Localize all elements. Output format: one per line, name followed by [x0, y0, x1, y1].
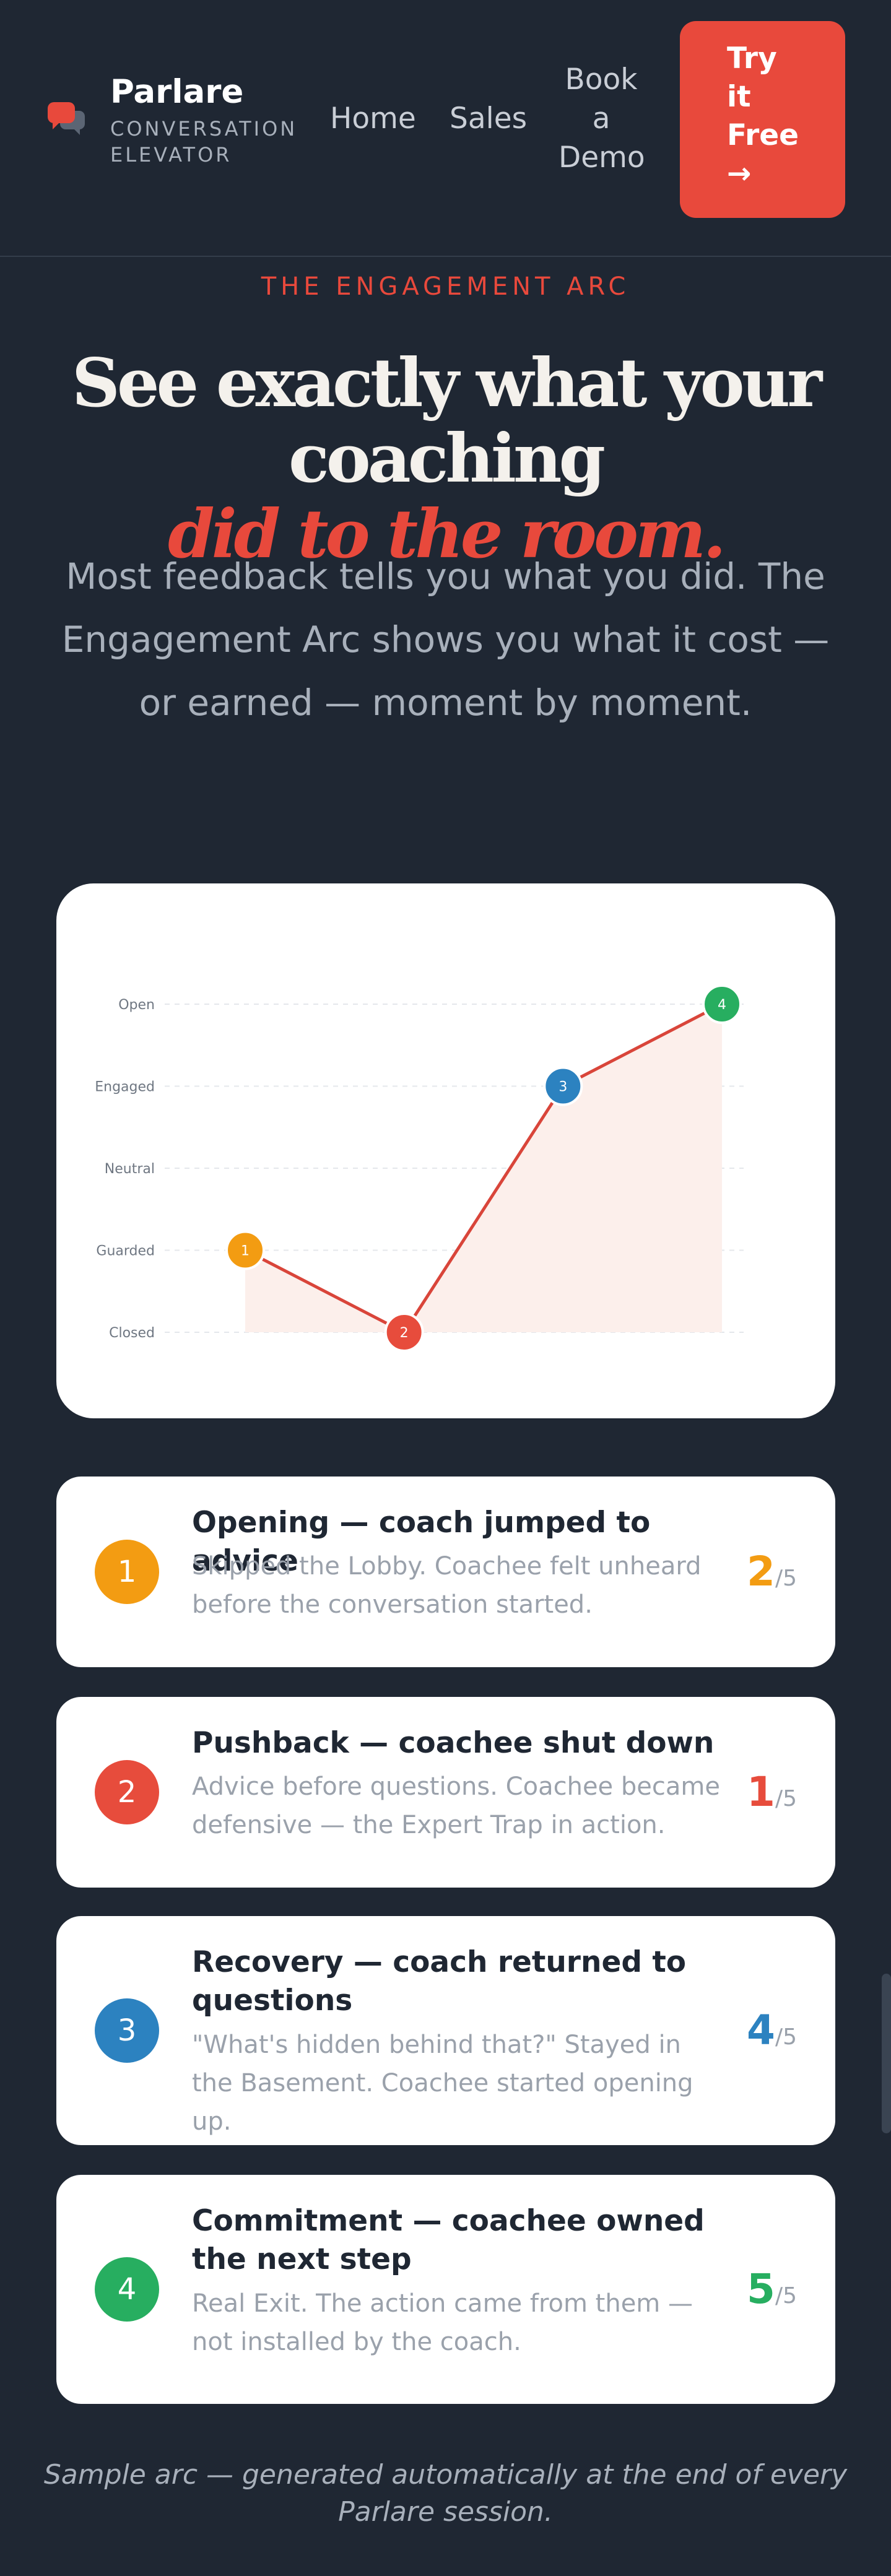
y-axis-tick-label: Open [118, 997, 155, 1013]
moment-title: Commitment — coachee owned the next step [192, 2204, 705, 2276]
score-max: /5 [775, 1566, 797, 1591]
arc-point-label: 4 [718, 997, 726, 1013]
score-value: 5 [747, 2265, 775, 2313]
arc-point-1 [225, 1230, 265, 1270]
moment-card-4: 4 Commitment — coachee owned the next st… [56, 2175, 835, 2404]
engagement-arc-svg: Closed Guarded Neutral Engaged Open 1 2 3 4 [95, 984, 744, 1352]
moment-card-1: 1 Opening — coach jumped to advice Skipp… [56, 1477, 835, 1667]
page-headline: See exactly what your coaching did to th… [0, 345, 891, 572]
moment-number-badge: 2 [95, 1760, 159, 1824]
score-max: /5 [775, 1786, 797, 1811]
site-header: Parlare CONVERSATION ELEVATOR Home Sales… [0, 0, 891, 257]
brand-logo[interactable]: Parlare CONVERSATION ELEVATOR [46, 72, 297, 168]
arc-point-label: 2 [400, 1325, 409, 1341]
y-axis-tick-label: Neutral [105, 1161, 155, 1177]
moment-score: 4/5 [698, 2006, 797, 2066]
moment-title: Recovery — coach returned to questions [192, 1945, 687, 2018]
score-max: /5 [775, 2283, 797, 2309]
moment-score: 5/5 [698, 2265, 797, 2325]
arc-line [244, 1002, 723, 1334]
moment-description: Real Exit. The action came from them — n… [192, 2289, 693, 2356]
moment-description: Advice before questions. Coachee became … [192, 1772, 720, 1839]
arc-area [245, 1004, 722, 1332]
headline-main: See exactly what your coaching [71, 344, 822, 498]
score-value: 1 [747, 1768, 775, 1816]
moment-description: "What's hidden behind that?" Stayed in t… [192, 2031, 693, 2136]
moment-card-3: 3 Recovery — coach returned to questions… [56, 1916, 835, 2145]
engagement-arc-chart: Closed Guarded Neutral Engaged Open 1 2 3 4 [56, 883, 835, 1418]
arc-point-label: 3 [559, 1080, 567, 1095]
y-axis-tick-label: Engaged [95, 1080, 155, 1095]
nav-book-demo-link[interactable]: Book a Demo [559, 63, 645, 175]
moment-card-2: 2 Pushback — coachee shut down Advice be… [56, 1697, 835, 1888]
moment-title: Opening — coach jumped to advice [192, 1506, 651, 1578]
arrow-right-icon: → [727, 157, 752, 191]
moment-score: 1/5 [698, 1767, 797, 1828]
try-it-free-button[interactable]: Try it Free → [680, 21, 845, 218]
nav-sales-link[interactable]: Sales [450, 102, 528, 136]
brand-name: Parlare [110, 73, 244, 111]
section-eyebrow: THE ENGAGEMENT ARC [261, 272, 630, 301]
arc-point-4 [702, 984, 742, 1024]
y-axis-tick-label: Closed [109, 1325, 155, 1341]
nav-home-link[interactable]: Home [330, 102, 416, 136]
moment-title: Pushback — coachee shut down [192, 1726, 715, 1760]
score-value: 2 [747, 1548, 775, 1595]
arc-point-label: 1 [241, 1244, 250, 1259]
chat-bubbles-icon [46, 102, 86, 139]
chart-footnote: Sample arc — generated automatically at … [43, 2459, 848, 2528]
moment-number-badge: 1 [95, 1540, 159, 1604]
moment-number-badge: 3 [95, 1998, 159, 2063]
moment-description: Skipped the Lobby. Coachee felt unheard … [192, 1552, 702, 1619]
hero-lede: Most feedback tells you what you did. Th… [61, 555, 830, 724]
score-value: 4 [747, 2006, 775, 2054]
headline-accent: did to the room. [168, 495, 726, 573]
arc-point-2 [384, 1312, 424, 1352]
brand-tagline: CONVERSATION ELEVATOR [110, 117, 298, 167]
page-scrollbar[interactable] [882, 1974, 891, 2133]
moment-score: 2/5 [698, 1547, 797, 1607]
moment-number-badge: 4 [95, 2257, 159, 2322]
arc-point-3 [543, 1066, 583, 1106]
y-axis-tick-label: Guarded [96, 1244, 155, 1259]
score-max: /5 [775, 2024, 797, 2050]
